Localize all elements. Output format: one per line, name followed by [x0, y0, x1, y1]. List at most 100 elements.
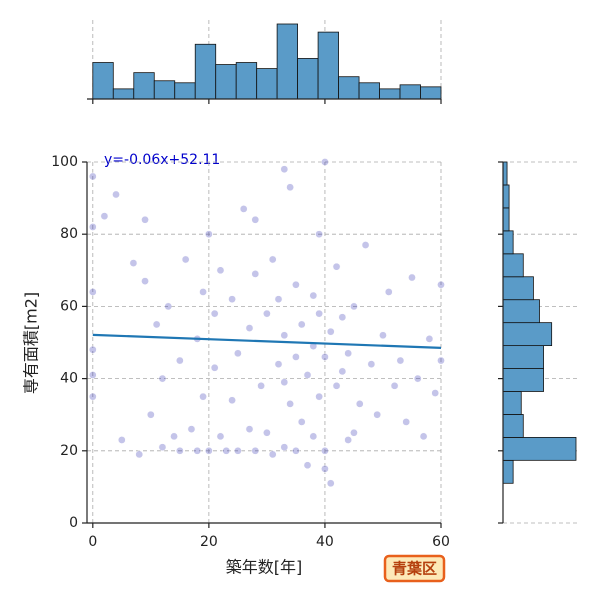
point [373, 410, 382, 419]
point [176, 446, 184, 455]
top-hist-bar [379, 88, 401, 100]
point [257, 381, 265, 390]
top-hist-bar [317, 31, 339, 100]
point [263, 428, 271, 437]
point [344, 349, 352, 358]
point [158, 443, 167, 452]
point [216, 266, 225, 275]
point [338, 313, 347, 322]
point [251, 270, 260, 278]
point [152, 320, 161, 329]
point [303, 461, 312, 470]
point [251, 446, 260, 455]
point [280, 378, 289, 387]
point [199, 392, 207, 401]
point [170, 432, 178, 441]
point [332, 381, 341, 390]
point [181, 255, 190, 264]
point [402, 418, 411, 426]
right-hist-bar [502, 414, 524, 438]
point [425, 335, 434, 343]
y-tick-label: 40 [60, 371, 78, 387]
right-hist-bar [502, 230, 514, 255]
point [390, 381, 399, 390]
x-tick-label: 40 [316, 534, 334, 550]
point [251, 215, 260, 224]
point [379, 331, 387, 340]
point [303, 371, 312, 379]
point [350, 428, 358, 437]
point [228, 295, 236, 304]
point [193, 446, 202, 455]
point [88, 288, 97, 296]
point [332, 262, 341, 271]
point [326, 479, 335, 488]
point [88, 345, 97, 354]
point [88, 172, 97, 181]
point [384, 288, 393, 296]
badge: 青葉区 [392, 560, 437, 578]
top-hist-bar [133, 72, 155, 100]
point [216, 432, 225, 441]
point [234, 446, 242, 455]
point [234, 349, 242, 358]
point [309, 291, 318, 300]
point [129, 259, 138, 267]
regression-line [92, 333, 442, 349]
point [437, 280, 445, 289]
point [297, 320, 306, 329]
right-hist-bar [502, 345, 544, 369]
point [338, 367, 347, 376]
point [112, 190, 120, 199]
point [263, 309, 271, 318]
right-hist-bar [502, 368, 544, 392]
point [141, 215, 149, 224]
point [268, 255, 277, 264]
point [326, 327, 335, 336]
right-hist-bar [502, 276, 534, 301]
point [367, 360, 376, 369]
point [274, 295, 283, 304]
point [146, 410, 155, 419]
point [245, 324, 254, 332]
right-hist-bar [502, 391, 522, 415]
top-hist-bar [153, 80, 176, 100]
point [321, 158, 329, 166]
point [141, 277, 149, 285]
top-hist-bar [399, 84, 421, 100]
point [315, 392, 323, 401]
top-hist-bar [235, 62, 258, 100]
point [321, 353, 329, 361]
point [187, 425, 196, 433]
point [321, 465, 329, 473]
point [88, 392, 97, 401]
point [419, 432, 428, 441]
point [286, 183, 294, 192]
point [280, 443, 289, 452]
point [199, 288, 207, 296]
y-axis-label: 専有面積[m2] [22, 292, 41, 394]
y-tick-label: 0 [69, 515, 78, 531]
top-hist-bar [358, 82, 380, 100]
point [309, 432, 318, 441]
y-tick-label: 80 [60, 226, 78, 242]
point [100, 212, 109, 220]
point [222, 446, 231, 455]
point [239, 205, 248, 213]
top-hist-bar [92, 62, 114, 100]
point [350, 302, 358, 311]
x-tick-label: 60 [432, 534, 450, 550]
point [268, 450, 277, 459]
point [396, 356, 405, 365]
point [117, 436, 126, 444]
x-axis-label: 築年数[年] [226, 558, 303, 577]
top-hist-bar [174, 82, 196, 100]
point [205, 446, 213, 455]
point [210, 363, 219, 372]
right-hist-bar [502, 207, 510, 232]
point [344, 436, 352, 444]
point [164, 302, 173, 311]
point [286, 400, 294, 408]
y-tick-label: 60 [60, 298, 78, 314]
